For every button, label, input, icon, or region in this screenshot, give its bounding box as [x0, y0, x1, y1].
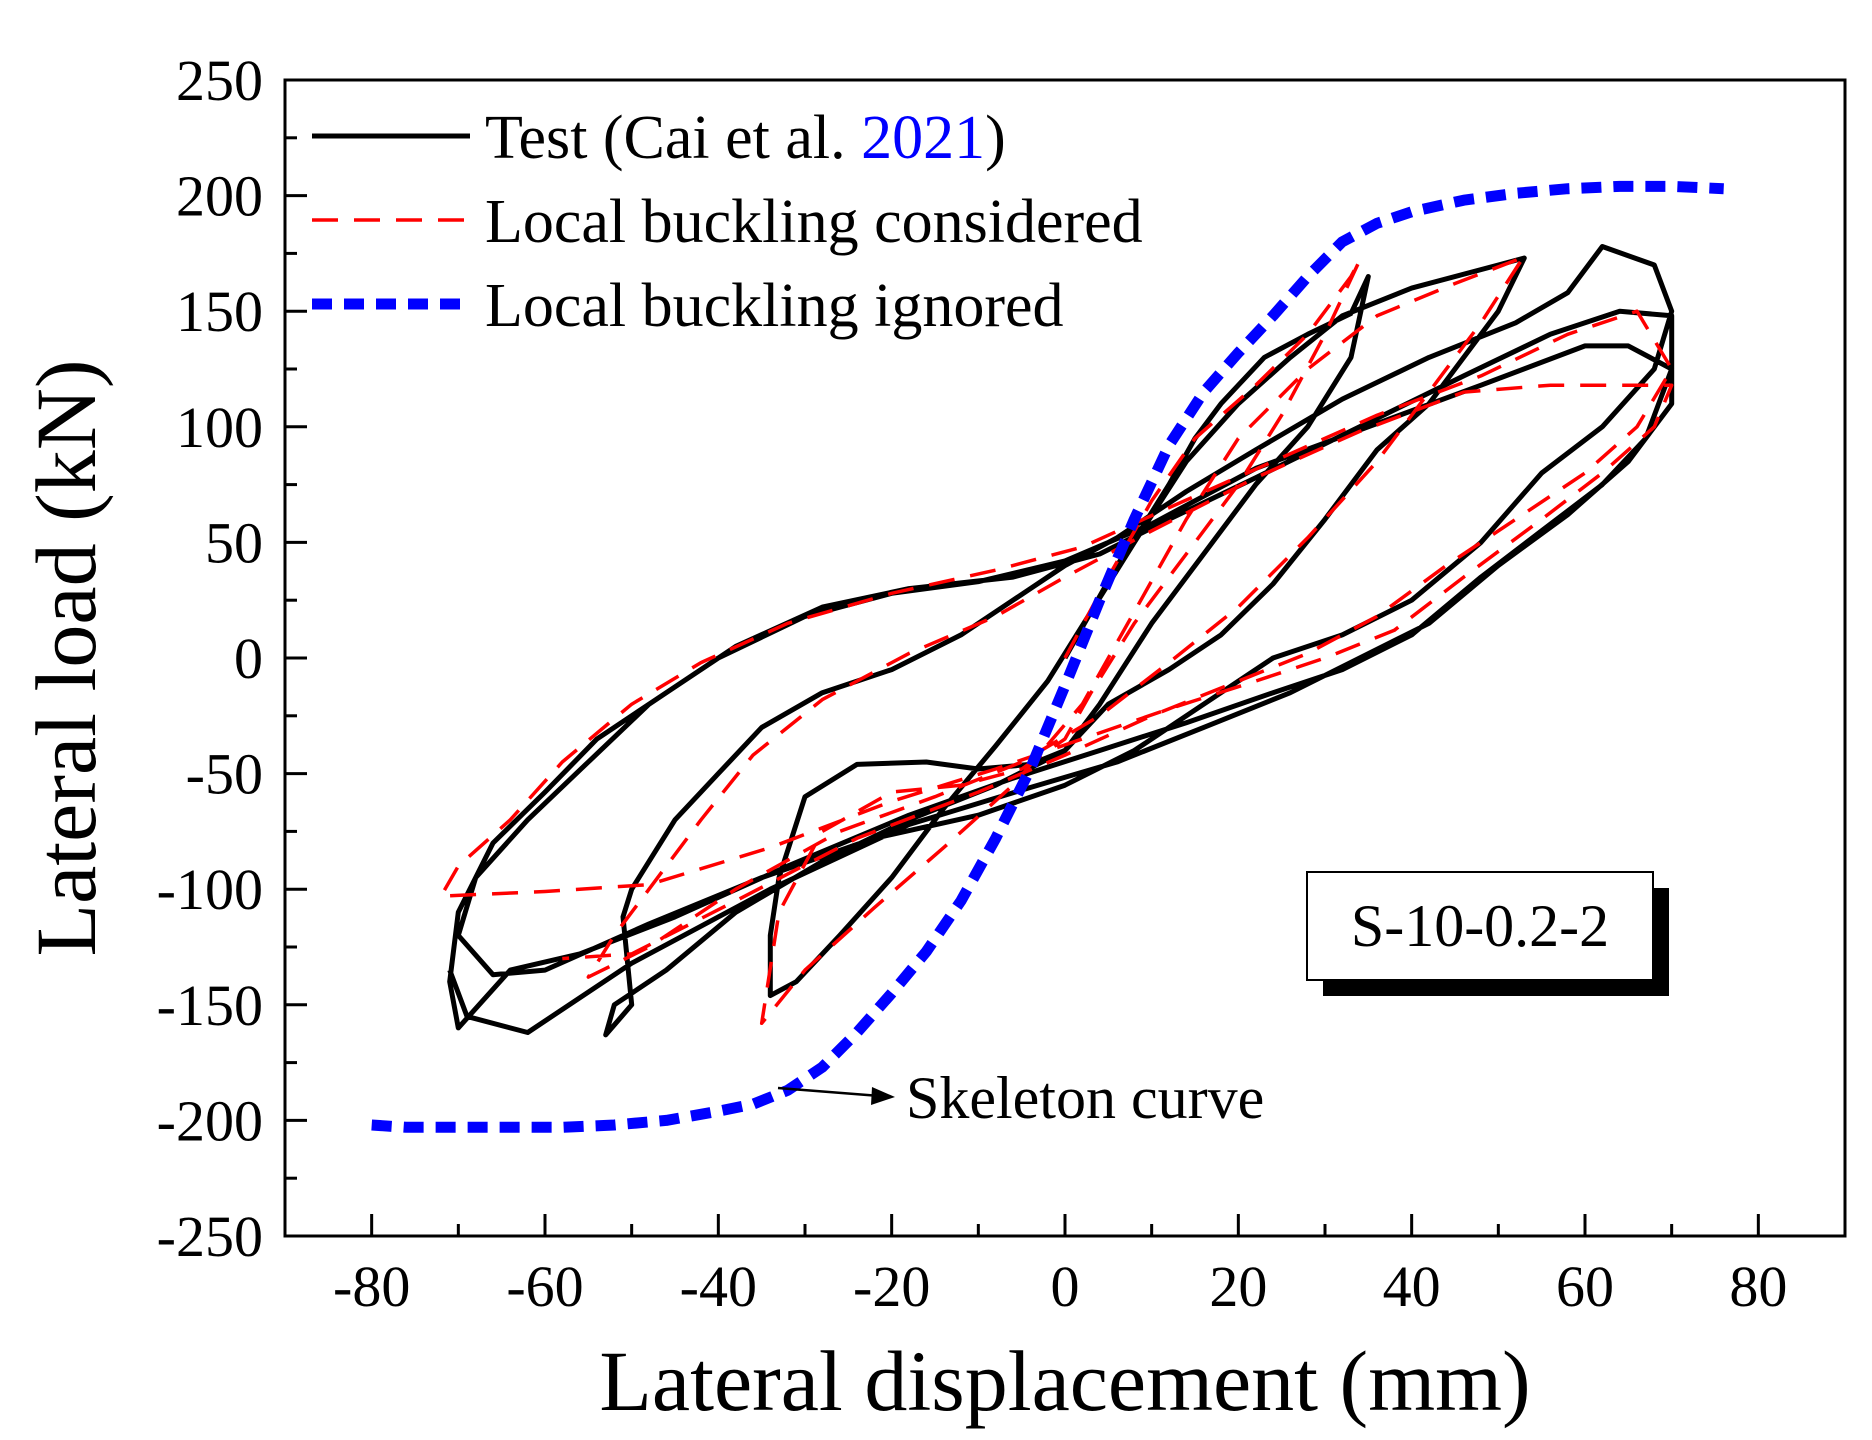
legend-entry: Local buckling considered — [485, 188, 1143, 256]
x-tick-label: -60 — [506, 1254, 583, 1319]
series-line-dashed — [439, 253, 1674, 1026]
legend-text-prefix: Test (Cai et al. — [485, 104, 861, 172]
annotation-arrowhead — [871, 1087, 895, 1105]
x-tick-label: 0 — [1051, 1254, 1080, 1319]
series-line-dotted — [371, 180, 1724, 1133]
legend-entry: Test (Cai et al. 2021) — [485, 104, 1006, 172]
legend: Test (Cai et al. 2021) Local buckling con… — [312, 104, 1143, 340]
x-tick-label: 20 — [1209, 1254, 1267, 1319]
y-tick-label: 0 — [234, 626, 263, 691]
y-tick-label: -250 — [157, 1204, 263, 1269]
y-tick-label: -50 — [186, 742, 263, 807]
y-tick-label: 250 — [176, 48, 263, 113]
y-tick-label: -100 — [157, 857, 263, 922]
annotation-label: Skeleton curve — [906, 1065, 1264, 1131]
y-tick-label: 200 — [176, 164, 263, 229]
annotation-arrow-line — [777, 1086, 881, 1098]
x-tick-label: -20 — [853, 1254, 930, 1319]
legend-text-suffix: ) — [985, 104, 1006, 172]
y-tick-label: -200 — [157, 1088, 263, 1153]
legend-citation: 2021 — [861, 104, 985, 172]
x-tick-label: 60 — [1556, 1254, 1614, 1319]
legend-entry: Local buckling ignored — [485, 272, 1064, 340]
y-axis-title: Lateral load (kN) — [18, 360, 114, 957]
label-box — [1306, 871, 1654, 981]
y-tick-label: 100 — [176, 395, 263, 460]
y-tick-label: 150 — [176, 279, 263, 344]
annotation-layer: S-10-0.2-2 Skeleton curve — [777, 871, 1669, 1131]
specimen-label: S-10-0.2-2 — [1351, 893, 1609, 959]
x-tick-label: 80 — [1729, 1254, 1787, 1319]
axes-layer: -80 -60 -40 -20 0 20 40 60 80-250-200-150-100-50… — [18, 48, 1847, 1429]
x-tick-label: 40 — [1383, 1254, 1441, 1319]
curves-layer — [371, 180, 1724, 1133]
x-tick-label: -40 — [680, 1254, 757, 1319]
x-tick-label: -80 — [333, 1254, 410, 1319]
y-tick-label: -150 — [157, 973, 263, 1038]
y-tick-label: 50 — [205, 510, 263, 575]
x-axis-title: Lateral displacement (mm) — [599, 1333, 1530, 1429]
